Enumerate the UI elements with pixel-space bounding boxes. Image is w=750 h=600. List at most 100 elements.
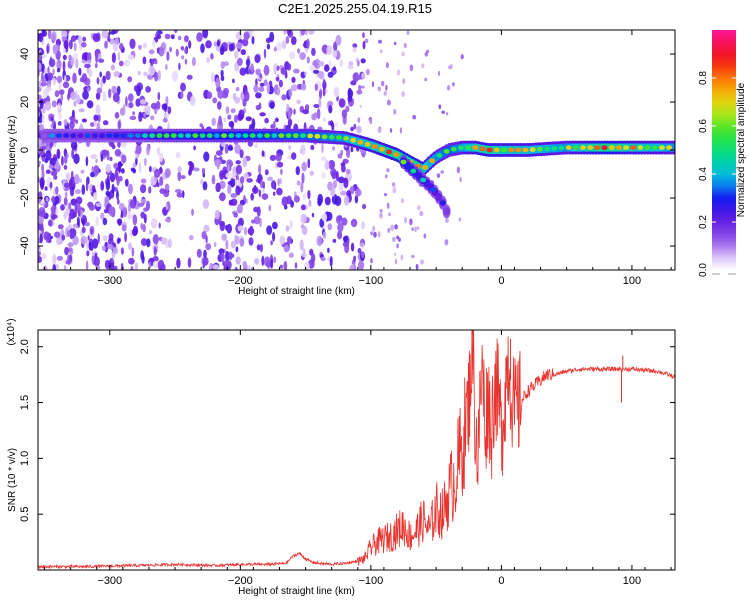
noise-blob — [235, 86, 240, 92]
noise-blob — [38, 215, 44, 225]
trace-core — [41, 133, 48, 139]
trace-core — [127, 133, 134, 139]
noise-blob — [111, 85, 117, 94]
noise-blob — [98, 58, 105, 63]
noise-blob — [165, 64, 168, 71]
noise-blob — [189, 234, 194, 241]
noise-blob — [100, 78, 103, 89]
noise-blob — [365, 68, 370, 76]
noise-blob — [458, 217, 461, 222]
noise-blob — [235, 160, 241, 165]
noise-blob — [359, 242, 364, 247]
noise-blob — [321, 156, 327, 162]
noise-blob — [251, 118, 256, 129]
noise-blob — [254, 258, 260, 265]
noise-blob — [202, 30, 209, 39]
noise-blob — [412, 114, 417, 120]
noise-blob — [148, 186, 152, 194]
noise-blob — [76, 216, 80, 227]
noise-blob — [240, 91, 245, 101]
noise-blob — [322, 117, 327, 123]
noise-blob — [239, 237, 245, 247]
noise-blob — [239, 67, 247, 76]
noise-blob — [350, 242, 355, 252]
noise-blob — [70, 140, 78, 150]
noise-blob — [66, 152, 69, 159]
noise-blob — [238, 109, 245, 120]
noise-blob — [341, 217, 348, 226]
y-tick-label: −40 — [19, 237, 31, 256]
noise-blob — [202, 181, 208, 191]
trace-core — [357, 139, 364, 145]
noise-blob — [234, 114, 238, 123]
noise-blob — [313, 69, 319, 74]
noise-blob — [243, 172, 249, 179]
trace-core — [84, 133, 91, 139]
trace-core — [429, 187, 436, 193]
snr-area — [38, 330, 675, 570]
noise-blob — [128, 242, 132, 251]
noise-blob — [156, 34, 162, 40]
noise-blob — [191, 56, 196, 67]
noise-blob — [223, 61, 229, 67]
noise-blob — [145, 86, 152, 93]
noise-blob — [343, 177, 349, 189]
noise-blob — [424, 77, 428, 82]
snr-line — [38, 330, 675, 570]
noise-blob — [101, 245, 107, 251]
noise-blob — [184, 47, 188, 54]
noise-blob — [176, 192, 183, 198]
noise-blob — [269, 154, 277, 161]
noise-blob — [438, 70, 440, 77]
x-tick-label: 100 — [623, 275, 641, 287]
noise-blob — [73, 100, 77, 107]
noise-blob — [246, 178, 254, 183]
trace-core — [594, 145, 601, 151]
noise-blob — [287, 108, 292, 120]
noise-blob — [100, 180, 105, 191]
noise-blob — [102, 149, 109, 156]
noise-blob — [96, 87, 103, 94]
noise-blob — [311, 113, 317, 121]
noise-blob — [217, 89, 224, 99]
noise-blob — [109, 172, 116, 183]
noise-blob — [258, 189, 262, 198]
noise-blob — [67, 242, 74, 248]
noise-blob — [41, 145, 47, 150]
noise-blob — [301, 225, 308, 235]
noise-blob — [48, 219, 53, 227]
noise-blob — [148, 49, 155, 55]
noise-blob — [392, 186, 397, 194]
noise-blob — [180, 46, 185, 51]
noise-blob — [378, 39, 382, 44]
noise-blob — [55, 208, 59, 217]
noise-blob — [389, 128, 393, 133]
noise-blob — [196, 32, 203, 42]
noise-blob — [291, 76, 296, 83]
noise-blob — [347, 94, 353, 103]
noise-blob — [314, 83, 318, 91]
trace-core — [120, 133, 127, 139]
noise-blob — [358, 260, 365, 270]
noise-blob — [175, 151, 181, 159]
trace-core — [350, 137, 357, 143]
noise-blob — [333, 86, 340, 98]
noise-blob — [272, 191, 276, 196]
trace-core — [486, 147, 493, 153]
noise-blob — [100, 153, 104, 162]
noise-blob — [242, 156, 248, 168]
trace-core — [544, 146, 551, 152]
noise-blob — [102, 91, 107, 102]
noise-blob — [116, 190, 119, 200]
noise-blob — [81, 226, 86, 234]
noise-blob — [80, 235, 88, 245]
noise-blob — [395, 258, 398, 265]
noise-blob — [332, 238, 337, 243]
noise-blob — [105, 70, 111, 81]
noise-blob — [364, 38, 369, 44]
trace-core — [410, 168, 417, 174]
noise-blob — [186, 74, 193, 80]
noise-blob — [394, 252, 397, 256]
noise-blob — [301, 161, 308, 172]
noise-blob — [188, 169, 192, 176]
